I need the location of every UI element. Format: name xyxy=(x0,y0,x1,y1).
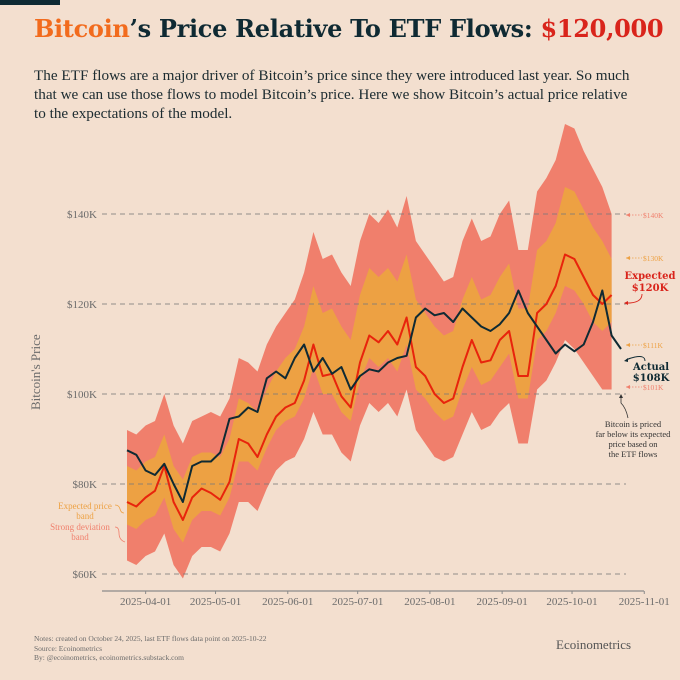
title-middle: ’s Price Relative To ETF Flows: xyxy=(129,14,541,43)
title-bitcoin: Bitcoin xyxy=(34,14,130,43)
actual-annotation-1: Actual xyxy=(632,362,669,373)
arrow-left-icon xyxy=(626,385,630,389)
legend-expected-label-1: Expected price xyxy=(58,501,112,511)
actual-arrow-icon xyxy=(625,356,646,362)
bands-group xyxy=(127,124,612,579)
x-tick-label: 2025-11-01 xyxy=(619,596,670,608)
top-accent-bar xyxy=(0,0,60,5)
note-line-3: price based on xyxy=(608,439,658,449)
grid-group xyxy=(102,213,626,575)
legend-strong-arrow-icon xyxy=(114,526,126,543)
x-axis-group: 2025-04-01 2025-05-01 2025-06-01 2025-07-01… xyxy=(102,590,670,608)
y-tick-label: $120K xyxy=(67,299,97,311)
band-101-text: $101K xyxy=(643,383,664,392)
actual-price-line xyxy=(126,289,622,503)
band-140-text: $140K xyxy=(643,211,664,220)
band-label-101: $101K xyxy=(626,383,664,392)
chart-title: Bitcoin’s Price Relative To ETF Flows: $… xyxy=(34,14,664,43)
note-line-1: Bitcoin is priced xyxy=(605,419,662,429)
expected-arrow-icon xyxy=(626,293,643,304)
x-tick-label: 2025-09-01 xyxy=(476,596,527,608)
expected-annotation-1: Expected xyxy=(624,271,675,282)
y-tick-label: $60K xyxy=(73,569,98,581)
y-tick-label: $140K xyxy=(67,209,97,221)
x-tick-label: 2025-05-01 xyxy=(190,596,241,608)
note-arrow-icon xyxy=(620,397,629,419)
band-label-140: $140K xyxy=(626,211,664,220)
expected-annotation-2: $120K xyxy=(632,283,669,294)
x-tick-label: 2025-07-01 xyxy=(332,596,383,608)
expected-arrowhead-icon xyxy=(624,301,628,305)
actual-arrowhead-icon xyxy=(624,358,628,362)
expected-price-band xyxy=(127,187,612,543)
title-value: $120,000 xyxy=(540,14,664,43)
y-tick-label: $80K xyxy=(73,479,98,491)
footer-notes: Notes: created on October 24, 2025, last… xyxy=(34,634,266,663)
band-130-text: $130K xyxy=(643,254,664,263)
y-tick-label: $100K xyxy=(67,389,97,401)
x-tick-label: 2025-06-01 xyxy=(262,596,313,608)
arrow-left-icon xyxy=(626,343,630,347)
brand-logo: Ecoinometrics xyxy=(556,637,632,652)
x-tick-label: 2025-10-01 xyxy=(546,596,597,608)
band-111-text: $111K xyxy=(643,341,663,350)
expected-price-line xyxy=(126,253,613,521)
x-tick-label: 2025-08-01 xyxy=(404,596,455,608)
arrow-left-icon xyxy=(626,256,630,260)
footer-note-created: Notes: created on October 24, 2025, last… xyxy=(34,634,267,643)
x-tick-label: 2025-04-01 xyxy=(120,596,171,608)
actual-annotation-2: $108K xyxy=(633,373,670,384)
chart-subtitle: The ETF flows are a major driver of Bitc… xyxy=(34,67,630,122)
lines-group xyxy=(126,253,622,521)
note-line-2: far below its expected xyxy=(596,429,672,439)
footer-source: Source: Ecoinometrics xyxy=(34,643,103,653)
note-arrowhead-icon xyxy=(619,394,623,398)
annotations-group: Expected price band Strong deviation ban… xyxy=(50,211,676,543)
legend-expected-label-2: band xyxy=(76,511,94,521)
y-ticks-group: $60K $80K $100K $120K $140K xyxy=(67,209,97,581)
legend-strong-label-2: band xyxy=(71,532,89,542)
arrow-left-icon xyxy=(626,213,630,217)
legend-strong-label-1: Strong deviation xyxy=(50,522,110,532)
band-label-111: $111K xyxy=(626,341,663,350)
band-label-130: $130K xyxy=(626,254,664,263)
note-line-4: the ETF flows xyxy=(609,449,658,459)
footer-by: By: @ecoinometrics, ecoinometrics.substa… xyxy=(34,653,184,662)
legend-expected-arrow-icon xyxy=(114,504,125,514)
